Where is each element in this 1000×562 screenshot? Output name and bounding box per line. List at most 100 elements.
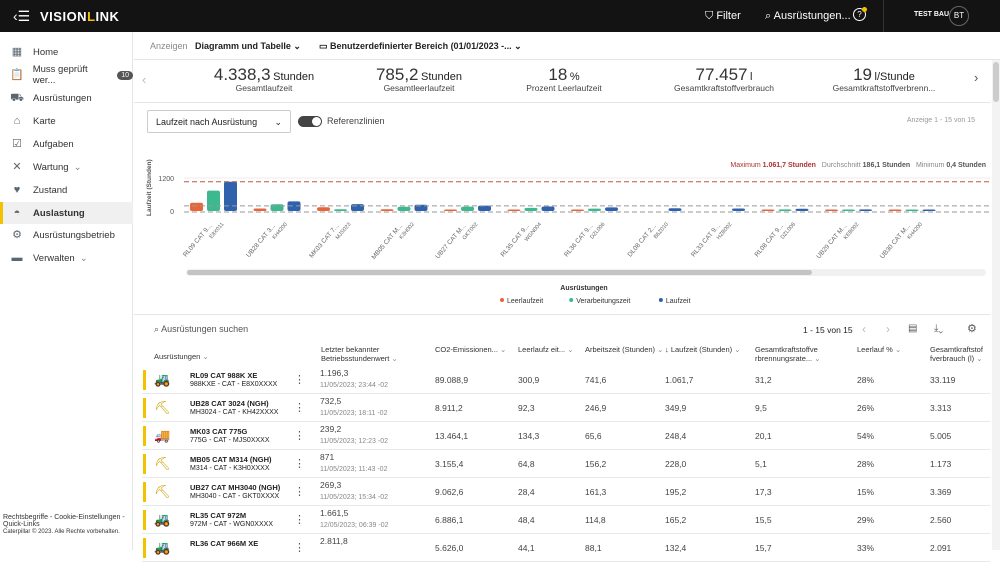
- more-options-icon[interactable]: ⋮: [294, 486, 305, 498]
- bar-verarbeitungszeit[interactable]: [461, 206, 474, 211]
- chart-type-select[interactable]: Laufzeit nach Ausrüstung ⌄: [147, 110, 291, 133]
- column-settings-icon[interactable]: ▤: [908, 323, 918, 334]
- help-icon[interactable]: ?: [853, 8, 866, 21]
- column-header[interactable]: Arbeitszeit (Stunden) ⌄: [585, 345, 664, 354]
- bar-laufzeit[interactable]: [668, 208, 682, 211]
- table-row[interactable]: 🚚 MK03 CAT 775G 775G - CAT - MJS0XXXX ⋮ 2…: [142, 422, 990, 450]
- more-options-icon[interactable]: ⋮: [294, 374, 305, 386]
- settings-gear-icon[interactable]: ⚙: [967, 323, 977, 335]
- sidebar-item-aufgaben[interactable]: ☑ Aufgaben: [0, 133, 133, 155]
- sidebar-item-wartung[interactable]: ✕ Wartung ⌄: [0, 156, 133, 178]
- equipment-name[interactable]: MB05 CAT M314 (NGH): [190, 455, 272, 464]
- bar-laufzeit[interactable]: [795, 208, 809, 211]
- status-bar: [143, 510, 146, 530]
- bar-laufzeit[interactable]: [287, 201, 301, 211]
- sidebar-item-ausrüstungen[interactable]: ⛟ Ausrüstungen: [0, 87, 133, 109]
- page-scrollbar[interactable]: [992, 60, 1000, 550]
- bar-leerlaufzeit[interactable]: [380, 209, 394, 211]
- reference-lines-toggle[interactable]: [298, 116, 322, 127]
- column-header[interactable]: Leerlauf % ⌄: [857, 345, 902, 354]
- sidebar-item-verwalten[interactable]: ▬ Verwalten ⌄: [0, 247, 133, 269]
- legend-label[interactable]: Verarbeitungszeit: [576, 298, 630, 305]
- bar-leerlaufzeit[interactable]: [761, 209, 775, 212]
- equipment-search-button[interactable]: ⌕ Ausrüstungen...: [765, 10, 851, 22]
- column-header[interactable]: Gesamtkraftstoffve rbrennungsrate... ⌄: [755, 345, 821, 363]
- cell-idle: 300,9: [518, 375, 540, 385]
- bar-laufzeit[interactable]: [605, 207, 618, 211]
- download-icon[interactable]: ⤓⌄: [934, 323, 944, 334]
- bar-verarbeitungszeit[interactable]: [778, 209, 792, 211]
- equipment-search-input[interactable]: ⌕ Ausrüstungen suchen: [154, 324, 249, 334]
- more-options-icon[interactable]: ⋮: [294, 514, 305, 526]
- bar-verarbeitungszeit[interactable]: [334, 209, 347, 211]
- column-header[interactable]: ↓ Laufzeit (Stunden) ⌄: [665, 345, 741, 354]
- table-row[interactable]: ⛏ UB27 CAT MH3040 (NGH) MH3040 - CAT - GK…: [142, 478, 990, 506]
- bar-laufzeit[interactable]: [478, 205, 491, 211]
- bar-laufzeit[interactable]: [541, 206, 555, 211]
- bar-leerlaufzeit[interactable]: [253, 208, 267, 211]
- bar-leerlaufzeit[interactable]: [317, 207, 330, 211]
- bar-verarbeitungszeit[interactable]: [397, 206, 411, 211]
- visionlink-logo[interactable]: VISIONLINK: [40, 9, 120, 24]
- bar-verarbeitungszeit[interactable]: [270, 204, 284, 211]
- column-header[interactable]: CO2-Emissionen... ⌄: [435, 345, 507, 354]
- equipment-name[interactable]: UB28 CAT 3024 (NGH): [190, 399, 269, 408]
- more-options-icon[interactable]: ⋮: [294, 430, 305, 442]
- date-range-dropdown[interactable]: ▭ Benutzerdefinierter Bereich (01/01/202…: [319, 41, 522, 51]
- bar-leerlaufzeit[interactable]: [825, 209, 838, 212]
- bar-laufzeit[interactable]: [859, 209, 872, 211]
- equipment-name[interactable]: RL09 CAT 988K XE: [190, 371, 258, 380]
- carousel-prev-icon[interactable]: ‹: [142, 72, 147, 87]
- sidebar-item-karte[interactable]: ⌂ Karte: [0, 110, 133, 132]
- table-row[interactable]: ⛏ MB05 CAT M314 (NGH) M314 - CAT - K3H0XX…: [142, 450, 990, 478]
- bar-laufzeit[interactable]: [224, 181, 237, 211]
- column-header[interactable]: Letzter bekannter Betriebsstundenwert ⌄: [321, 345, 398, 363]
- sidebar-item-zustand[interactable]: ♥ Zustand: [0, 179, 133, 201]
- sidebar-item-muss-geprüft-wer-[interactable]: 📋 Muss geprüft wer... 10: [0, 64, 133, 86]
- table-row[interactable]: 🚜 RL09 CAT 988K XE 988KXE - CAT - E8X0XXX…: [142, 366, 990, 394]
- table-row[interactable]: 🚜 RL36 CAT 966M XE ⋮ 2.811,8 5.626,0 44,1 8…: [142, 534, 990, 562]
- bar-leerlaufzeit[interactable]: [190, 202, 203, 211]
- chart-scrollbar-thumb[interactable]: [187, 270, 812, 275]
- sidebar-item-home[interactable]: ▦ Home: [0, 41, 133, 63]
- bar-verarbeitungszeit[interactable]: [588, 208, 601, 211]
- legend-label[interactable]: Leerlaufzeit: [507, 298, 543, 305]
- column-header[interactable]: Ausrüstungen ⌄: [154, 352, 209, 361]
- equipment-name[interactable]: UB27 CAT MH3040 (NGH): [190, 483, 281, 492]
- bar-leerlaufzeit[interactable]: [888, 209, 902, 212]
- equipment-name[interactable]: MK03 CAT 775G: [190, 427, 248, 436]
- bar-leerlaufzeit[interactable]: [507, 209, 521, 212]
- bar-laufzeit[interactable]: [732, 208, 745, 211]
- cell-run: 165,2: [665, 515, 687, 525]
- bar-leerlaufzeit[interactable]: [571, 209, 584, 212]
- table-row[interactable]: ⛏ UB28 CAT 3024 (NGH) MH3024 - CAT - KH42…: [142, 394, 990, 422]
- filter-button[interactable]: ⛉ Filter: [705, 10, 741, 22]
- footer-links[interactable]: Rechtsbegriffe - Cookie-Einstellungen - …: [3, 514, 125, 528]
- column-header[interactable]: Leerlaufz eit... ⌄: [518, 345, 574, 354]
- bar-laufzeit[interactable]: [922, 209, 936, 212]
- menu-collapse-icon[interactable]: ‹☰: [13, 8, 31, 24]
- bar-verarbeitungszeit[interactable]: [207, 190, 220, 211]
- next-page-icon[interactable]: ›: [886, 322, 890, 336]
- bar-verarbeitungszeit[interactable]: [524, 207, 538, 211]
- equipment-name[interactable]: RL35 CAT 972M: [190, 511, 247, 520]
- bar-verarbeitungszeit[interactable]: [842, 209, 855, 212]
- carousel-next-icon[interactable]: ›: [974, 70, 979, 85]
- column-header[interactable]: Gesamtkraftstof fverbrauch (l) ⌄: [930, 345, 983, 363]
- table-row[interactable]: 🚜 RL35 CAT 972M 972M - CAT - WGN0XXXX ⋮ 1…: [142, 506, 990, 534]
- more-options-icon[interactable]: ⋮: [294, 402, 305, 414]
- view-dropdown[interactable]: Diagramm und Tabelle ⌄: [195, 41, 301, 51]
- equipment-name[interactable]: RL36 CAT 966M XE: [190, 539, 259, 548]
- legend-label[interactable]: Laufzeit: [666, 298, 691, 305]
- scrollbar-thumb[interactable]: [993, 62, 999, 102]
- gauge-icon: ◓: [13, 207, 21, 219]
- more-options-icon[interactable]: ⋮: [294, 458, 305, 470]
- sidebar-item-ausrüstungsbetrieb[interactable]: ⚙ Ausrüstungsbetrieb: [0, 224, 133, 246]
- bar-laufzeit[interactable]: [351, 204, 364, 211]
- more-options-icon[interactable]: ⋮: [294, 542, 305, 554]
- bar-verarbeitungszeit[interactable]: [905, 209, 919, 212]
- prev-page-icon[interactable]: ‹: [862, 322, 866, 336]
- avatar[interactable]: BT: [949, 6, 969, 26]
- bar-leerlaufzeit[interactable]: [444, 209, 457, 212]
- sidebar-item-auslastung[interactable]: ◓ Auslastung: [0, 202, 133, 224]
